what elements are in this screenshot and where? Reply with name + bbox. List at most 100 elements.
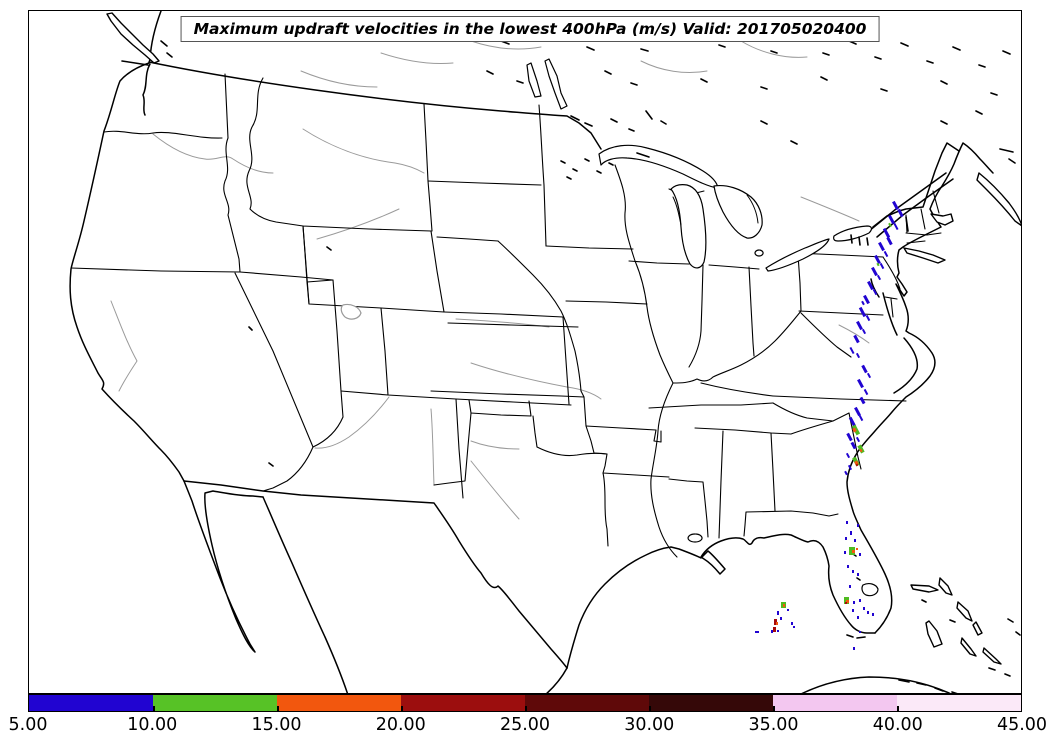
updraft-cell xyxy=(897,208,904,218)
updraft-cell xyxy=(888,214,895,225)
colorbar-segment-10-15 xyxy=(153,695,277,711)
updraft-cell xyxy=(847,565,849,568)
updraft-cell xyxy=(853,334,860,344)
updraft-data-cells-layer xyxy=(755,200,904,650)
updraft-cell xyxy=(780,617,782,620)
updraft-cell xyxy=(882,227,891,239)
updraft-cell xyxy=(857,524,859,527)
colorbar-tick-label: 20.00 xyxy=(375,715,426,735)
updraft-cell xyxy=(872,613,874,616)
coastlines-layer xyxy=(69,11,1021,693)
updraft-cell xyxy=(861,300,865,306)
colorbar-tick-label: 10.00 xyxy=(127,715,178,735)
updraft-cell xyxy=(855,352,861,359)
updraft-cell xyxy=(846,600,849,603)
great-salt-lake xyxy=(340,303,362,320)
updraft-cell xyxy=(867,280,874,291)
updraft-cell xyxy=(856,548,858,550)
updraft-cell xyxy=(846,521,848,524)
updraft-cell xyxy=(777,630,779,632)
updraft-cell xyxy=(777,611,779,615)
updraft-cell xyxy=(852,570,854,573)
updraft-cell xyxy=(855,436,861,443)
colorbar-tick-label: 35.00 xyxy=(748,715,799,735)
updraft-cell xyxy=(853,647,855,650)
colorbar-tick-label: 45.00 xyxy=(996,715,1048,735)
updraft-cell xyxy=(774,619,777,625)
updraft-cell xyxy=(852,427,857,433)
updraft-cell xyxy=(883,250,889,258)
lake-erie xyxy=(765,238,830,272)
updraft-cell xyxy=(878,241,885,252)
updraft-cell xyxy=(863,607,865,610)
plot-title: Maximum updraft velocities in the lowest… xyxy=(193,20,867,38)
updraft-cell xyxy=(866,372,872,379)
updraft-cell xyxy=(793,626,795,628)
updraft-cell xyxy=(771,630,773,633)
colorbar-segment-15-20 xyxy=(277,695,401,711)
colorbar-segment-40-45 xyxy=(897,695,1021,711)
lake-st-clair xyxy=(754,249,764,257)
updraft-cell xyxy=(849,346,855,355)
updraft-cell xyxy=(855,463,859,467)
updraft-cell xyxy=(773,627,776,632)
lake-huron xyxy=(713,184,763,239)
updraft-cell xyxy=(859,553,861,556)
colorbar-segment-35-40 xyxy=(773,695,897,711)
updraft-cell xyxy=(849,585,851,588)
updraft-cell xyxy=(755,631,759,633)
map-svg xyxy=(69,11,1021,693)
updraft-cell xyxy=(854,406,861,417)
lake-pontchartrain xyxy=(687,533,703,543)
updraft-cell xyxy=(865,314,871,322)
updraft-cell xyxy=(861,328,867,335)
map-frame xyxy=(28,10,1022,694)
lakes-layer xyxy=(248,58,909,597)
colorbar-tick-mark xyxy=(525,706,527,711)
updraft-cell xyxy=(888,222,892,228)
updraft-cell xyxy=(852,609,854,612)
updraft-cell xyxy=(876,274,882,281)
colorbar-tick-label: 25.00 xyxy=(499,715,551,735)
updraft-cell xyxy=(850,441,857,450)
updraft-cell xyxy=(859,396,866,405)
updraft-cell xyxy=(858,414,864,422)
updraft-cell xyxy=(791,622,793,625)
updraft-cell xyxy=(853,601,855,604)
updraft-cell xyxy=(861,364,868,374)
colorbar-tick-labels: 5.00 10.00 15.00 20.00 25.00 30.00 35.00 40.00 4… xyxy=(9,715,1048,739)
updraft-cell xyxy=(854,539,856,542)
updraft-cell xyxy=(859,448,863,453)
lake-ontario xyxy=(833,225,873,242)
title-box: Maximum updraft velocities in the lowest… xyxy=(180,16,880,42)
updraft-cell xyxy=(874,254,881,265)
updraft-cell xyxy=(872,288,878,296)
updraft-cell xyxy=(845,602,847,604)
colorbar-segment-30-35 xyxy=(649,695,773,711)
updraft-cell xyxy=(776,622,778,625)
colorbar-tick-mark xyxy=(153,706,155,711)
colorbar-tick-mark xyxy=(277,706,279,711)
updraft-cell xyxy=(879,262,885,270)
updraft-cell xyxy=(783,604,785,607)
colorbar-tick-mark xyxy=(773,706,775,711)
updraft-cell xyxy=(857,573,859,576)
updraft-cell xyxy=(852,550,855,553)
colorbar-tick-label: 40.00 xyxy=(872,715,923,735)
colorbar-segment-20-25 xyxy=(401,695,525,711)
updraft-cell xyxy=(857,616,859,619)
bahamas-islands xyxy=(910,577,1021,677)
updraft-cell xyxy=(856,320,863,331)
colorbar-tick-mark xyxy=(401,706,403,711)
lake-michigan xyxy=(670,184,707,269)
colorbar-tick-label: 15.00 xyxy=(251,715,302,735)
colorbar xyxy=(28,694,1022,712)
rivers-layer xyxy=(110,40,870,520)
lake-okeechobee xyxy=(861,583,879,597)
updraft-cell xyxy=(845,537,847,540)
updraft-cell xyxy=(893,222,899,231)
updraft-cell xyxy=(858,306,867,318)
updraft-cell xyxy=(844,470,848,476)
updraft-cell xyxy=(876,262,880,267)
